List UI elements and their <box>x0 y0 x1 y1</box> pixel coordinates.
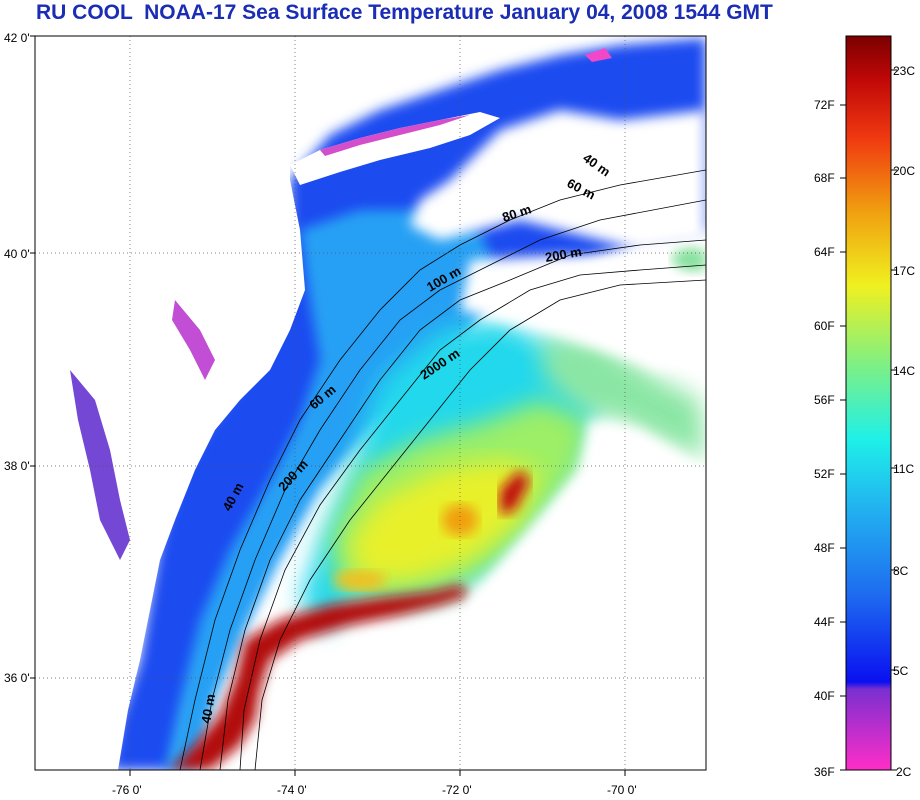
cb-label-11c: 11C <box>893 462 914 476</box>
map-border <box>34 35 707 771</box>
lat-label-40: 40 0' <box>4 247 30 261</box>
cb-label-2c: 2C <box>896 765 912 779</box>
land-mainland <box>35 36 305 770</box>
lat-label-36: 36 0' <box>4 671 30 685</box>
cb-label-68f: 68F <box>814 171 835 185</box>
sst-offshore-green-2 <box>672 246 706 274</box>
cb-label-48f: 48F <box>814 541 835 555</box>
cloud-mask-east <box>470 420 706 770</box>
colorbar-ticks <box>840 69 897 771</box>
sst-imagery <box>35 36 706 770</box>
cb-label-20c: 20C <box>893 164 915 178</box>
sst-delaware-bay <box>172 300 215 380</box>
lat-label-42: 42 0' <box>4 31 30 45</box>
cb-label-40f: 40F <box>814 689 835 703</box>
cb-label-14c: 14C <box>893 364 915 378</box>
cb-label-5c: 5C <box>893 664 909 678</box>
lon-label-72: -72 0' <box>442 783 472 797</box>
sst-warm-patch <box>334 570 386 590</box>
lon-label-74: -74 0' <box>277 783 307 797</box>
cb-label-64f: 64F <box>814 245 835 259</box>
cb-label-72f: 72F <box>814 98 835 112</box>
colorbar <box>845 35 892 771</box>
cb-label-36f: 36F <box>814 765 835 779</box>
bathymetry-contours <box>179 169 706 770</box>
lon-label-76: -76 0' <box>112 783 142 797</box>
sst-offshore-green <box>540 340 706 460</box>
cloud-mask-north <box>410 110 706 250</box>
cb-label-52f: 52F <box>814 467 835 481</box>
cb-label-44f: 44F <box>814 615 835 629</box>
map-title: RU COOL NOAA-17 Sea Surface Temperature … <box>36 1 773 24</box>
sst-pink-north <box>585 48 612 62</box>
sst-long-island-sound <box>320 115 470 156</box>
lon-label-70: -70 0' <box>607 783 637 797</box>
lat-label-38: 38 0' <box>4 459 30 473</box>
cb-label-56f: 56F <box>814 393 835 407</box>
sst-chesapeake-bay <box>70 370 130 560</box>
sst-gulf-stream <box>170 585 470 770</box>
contour-label-40m-south: 40 m <box>198 693 218 725</box>
land-long-island <box>290 112 500 185</box>
contour-label-200m-north: 200 m <box>544 244 583 265</box>
axis-ticks <box>30 35 626 776</box>
cb-label-8c: 8C <box>893 564 909 578</box>
cb-label-23c: 23C <box>893 64 915 78</box>
cb-label-17c: 17C <box>893 264 915 278</box>
sst-gulf-stream-edge <box>500 470 530 515</box>
cb-label-60f: 60F <box>814 319 835 333</box>
